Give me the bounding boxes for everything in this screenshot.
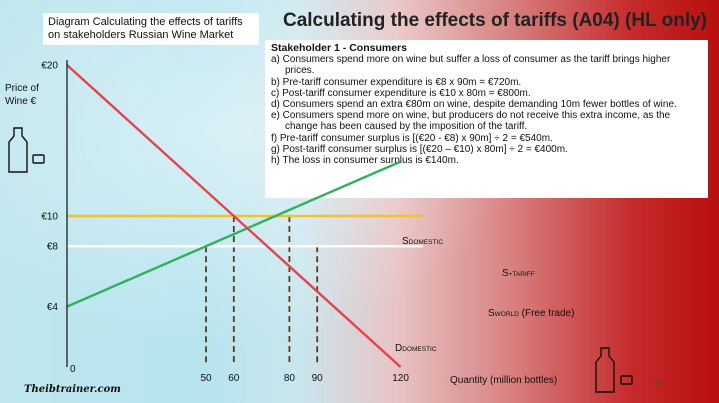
decorations bbox=[8, 127, 633, 393]
info-point-h: h) The loss in consumer surplus is €140m… bbox=[271, 155, 459, 167]
y-axis-label-line1: Price of bbox=[5, 83, 39, 94]
diagram-caption: Diagram Calculating the effects of tarif… bbox=[43, 13, 259, 45]
y-axis-label: Price of Wine € bbox=[5, 82, 39, 108]
x-tick-labels: 0 50 60 80 90 120 bbox=[70, 364, 409, 384]
info-point-b: b) Pre-tariff consumer expenditure is €8… bbox=[271, 76, 522, 88]
x-tick-90: 90 bbox=[312, 373, 324, 384]
info-point-a: a) Consumers spend more on wine but suff… bbox=[271, 54, 671, 77]
x-tick-120: 120 bbox=[392, 373, 409, 384]
info-heading: Stakeholder 1 - Consumers bbox=[271, 42, 407, 54]
y-tick-20: €20 bbox=[41, 61, 58, 72]
y-axis-label-line2: Wine € bbox=[5, 96, 37, 107]
label-supply-tariff: S+TARIFF bbox=[502, 268, 535, 279]
brand-logo: Theibtrainer.com bbox=[24, 384, 121, 395]
line-supply bbox=[66, 160, 402, 308]
info-point-d: d) Consumers spend an extra €80m on wine… bbox=[271, 99, 677, 111]
info-point-g: g) Post-tariff consumer surplus is [(€20… bbox=[271, 143, 568, 155]
sake-bottle-icon-right bbox=[595, 347, 615, 393]
info-point-f: f) Pre-tariff consumer surplus is [(€20 … bbox=[271, 132, 553, 144]
slide-title: Calculating the effects of tariffs (A04)… bbox=[282, 10, 707, 31]
x-axis-label: Quantity (million bottles) bbox=[450, 375, 557, 386]
info-point-c: c) Post-tariff consumer expenditure is €… bbox=[271, 87, 531, 99]
sake-cup-icon-right bbox=[620, 375, 633, 385]
y-tick-labels: €4 €8 €10 €20 bbox=[41, 61, 58, 314]
x-tick-80: 80 bbox=[284, 373, 296, 384]
series-labels: SDOMESTIC S+TARIFF SWORLD (Free trade) D… bbox=[395, 236, 574, 354]
label-demand-domestic: DDOMESTIC bbox=[395, 343, 437, 354]
sake-cup-icon bbox=[32, 154, 45, 164]
stakeholder-info-box: Stakeholder 1 - Consumers a) Consumers s… bbox=[265, 40, 708, 198]
chart-lines bbox=[66, 64, 423, 368]
label-supply-domestic: SDOMESTIC bbox=[402, 236, 443, 247]
x-tick-0: 0 bbox=[70, 364, 76, 375]
line-demand bbox=[66, 64, 402, 368]
x-tick-60: 60 bbox=[228, 373, 240, 384]
y-tick-4: €4 bbox=[47, 302, 59, 313]
page-number: 12 bbox=[654, 380, 662, 387]
dashed-guides bbox=[205, 216, 319, 365]
info-point-e: e) Consumers spend more on wine, but pro… bbox=[271, 110, 671, 133]
x-tick-50: 50 bbox=[200, 373, 212, 384]
y-tick-8: €8 bbox=[47, 242, 59, 253]
label-supply-world: SWORLD (Free trade) bbox=[488, 308, 574, 319]
sake-bottle-icon bbox=[8, 127, 28, 173]
y-tick-10: €10 bbox=[41, 212, 58, 223]
